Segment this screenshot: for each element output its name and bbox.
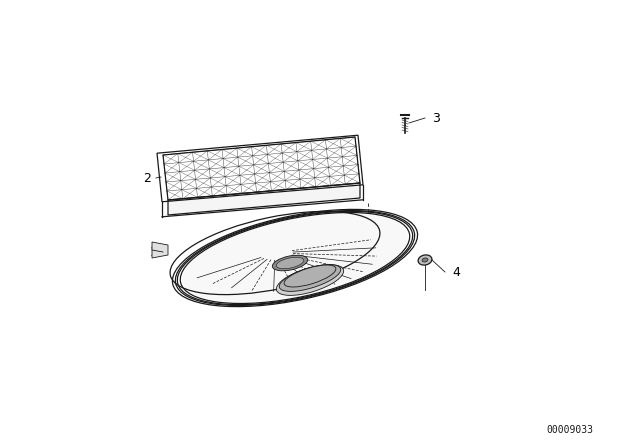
Ellipse shape — [279, 265, 340, 291]
Ellipse shape — [276, 265, 344, 295]
Text: 00009033: 00009033 — [547, 425, 593, 435]
Ellipse shape — [182, 213, 408, 303]
Text: 4: 4 — [452, 266, 460, 279]
Ellipse shape — [276, 257, 304, 269]
Ellipse shape — [418, 255, 432, 265]
Polygon shape — [152, 242, 168, 258]
Text: 1: 1 — [150, 246, 158, 258]
Ellipse shape — [422, 258, 428, 262]
Text: 2: 2 — [143, 172, 151, 185]
Text: 3: 3 — [432, 112, 440, 125]
Ellipse shape — [273, 255, 308, 271]
Ellipse shape — [284, 265, 336, 287]
Polygon shape — [168, 183, 360, 215]
